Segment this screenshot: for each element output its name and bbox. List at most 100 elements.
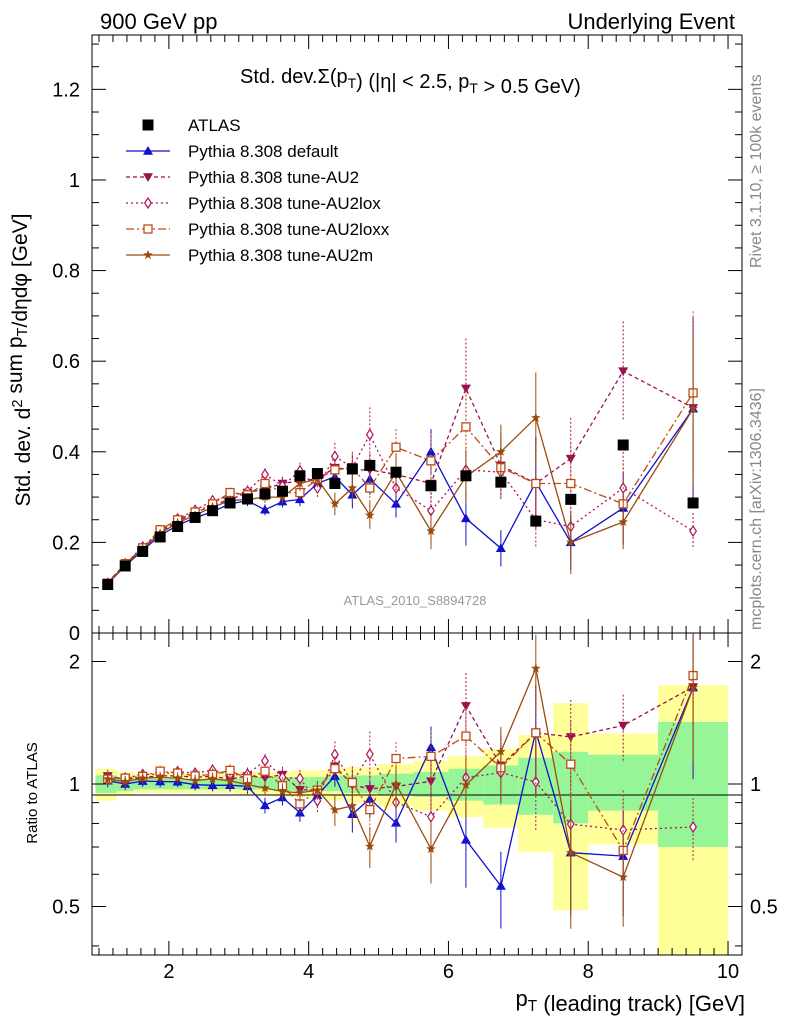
series-point [365,428,374,441]
ratio-point [364,785,375,794]
atlas-point [224,497,236,509]
series-point [330,465,340,475]
series-point [260,478,270,489]
ratio-point [207,773,218,783]
atlas-point [242,493,254,505]
series-point [460,384,471,394]
ratio-tick-label-right: 2 [750,652,761,674]
series-point [461,422,471,432]
series-point [618,367,629,377]
atlas-point [102,579,114,591]
atlas-point [154,531,166,543]
y-tick-label: 0.6 [52,351,80,373]
ratio-point [618,721,629,731]
atlas-points [102,439,699,591]
atlas-point [119,560,131,572]
plot-title: Std. dev.Σ(pT) (|η| < 2.5, pT > 0.5 GeV) [240,66,581,98]
ratio-point [531,663,541,673]
atlas-point [329,478,341,489]
x-tick-label: 8 [583,961,594,983]
ratio-frame [91,632,743,956]
series-point [531,412,541,422]
series-point [460,513,471,523]
ratio-point [460,834,471,844]
series-point [365,483,375,493]
series-point [330,450,339,463]
atlas-point [311,468,323,480]
y-ticks [92,43,742,634]
ratio-point [259,800,270,810]
series-point [496,446,506,456]
series-line-4 [107,408,694,584]
series-point [689,524,698,538]
atlas-point [425,480,437,492]
series-point [225,487,235,498]
legend-marker [143,146,153,155]
series-point [295,478,305,488]
series-point [330,498,340,508]
ratio-point [242,779,253,789]
ratio-tick-labels: 0.5 0.5 1 1 2 2 [52,652,778,919]
analysis-label: ATLAS_2010_S8894728 [344,593,487,608]
series-point [313,481,322,495]
atlas-point [390,466,402,478]
x-ticks [98,35,729,955]
legend-label: Pythia 8.308 default [188,142,339,161]
series-point [259,504,270,514]
series-point [566,537,576,547]
atlas-point [137,545,149,557]
series-point [391,442,401,452]
legend-marker [143,224,153,234]
legend-label: Pythia 8.308 tune-AU2 [188,168,359,187]
atlas-point [276,485,288,497]
y-tick-label: 1.2 [52,79,80,101]
y-tick-label: 0.4 [52,442,80,464]
series-line-0 [107,408,694,585]
atlas-point [172,521,184,533]
series-point [426,456,436,466]
x-axis-label: pT (leading track) [GeV] [515,986,745,1016]
x-tick-label: 6 [443,961,454,983]
series-point [618,517,628,527]
ratio-line-0 [107,687,694,888]
header-left: 900 GeV pp [100,9,218,34]
series-point [347,483,358,493]
atlas-point [294,470,306,482]
ratio-point [391,753,401,764]
atlas-point [460,470,472,482]
ratio-point [155,772,165,782]
series-point [365,510,375,520]
ratio-tick-label: 0.5 [52,896,80,918]
mcplots-info: mcplots.cern.ch [arXiv:1306.3436] [748,388,765,630]
ratio-point [137,773,148,783]
ratio-point [461,780,471,790]
legend-marker [143,250,153,259]
y-axis-label: Std. dev. d2 sum pT/dηdφ [GeV] [4,213,35,506]
series-point [426,526,436,536]
legend: ATLAS Pythia 8.308 default Pythia 8.308 tu… [126,116,390,265]
rivet-info: Rivet 3.1.10, ≥ 100k events [748,74,765,268]
ratio-point [365,805,375,815]
ratio-bands [95,685,729,955]
legend-marker-atlas [142,119,154,131]
ratio-point [312,785,323,795]
atlas-point [364,459,376,471]
atlas-point [259,488,271,500]
ratio-point [566,759,576,769]
ratio-point [496,746,506,756]
ratio-line-2 [107,752,694,831]
ratio-line-1 [107,686,694,791]
legend-label-atlas: ATLAS [188,116,241,135]
y-tick-zero-partial: 0 [69,623,80,645]
ratio-point [425,777,436,787]
series-point [688,403,698,413]
ratio-point [688,682,698,692]
ratio-point [295,787,305,797]
ratio-point [260,783,270,793]
ratio-point [330,804,340,814]
ratio-point [365,748,374,761]
ratio-point [330,748,339,761]
ratio-tick-label: 1 [69,774,80,796]
ratio-point [566,847,576,857]
ratio-point [689,820,698,834]
